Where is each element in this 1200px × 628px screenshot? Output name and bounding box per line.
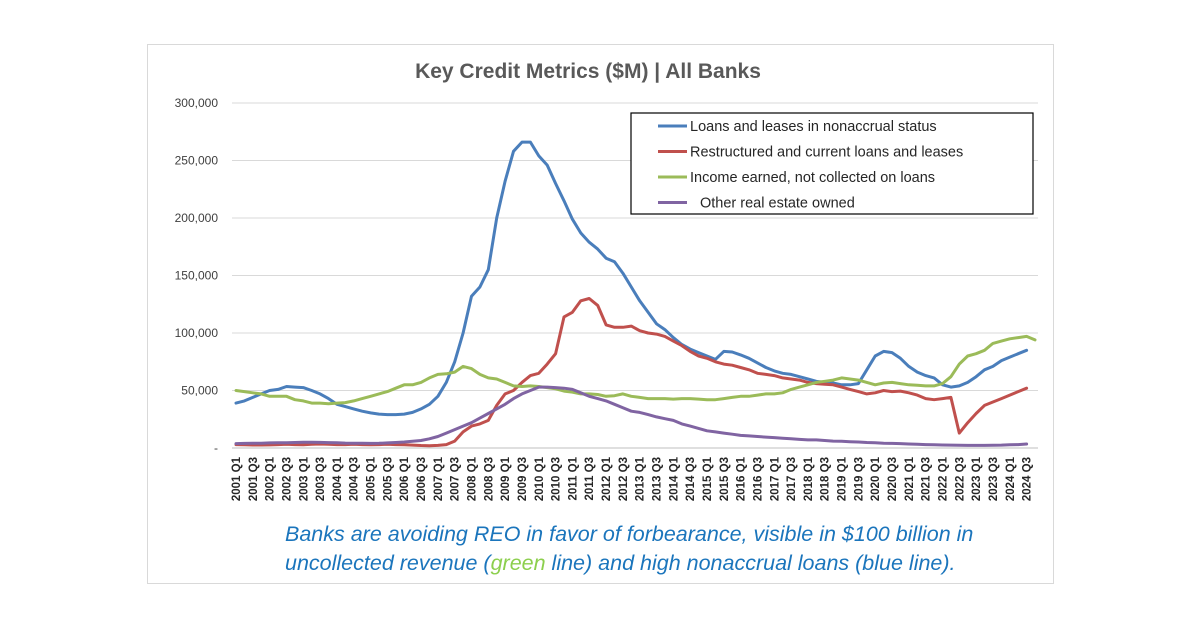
x-tick-label: 2007 Q3 xyxy=(450,457,462,501)
x-tick-label: 2017 Q3 xyxy=(786,457,798,501)
x-tick-label: 2019 Q1 xyxy=(837,456,849,501)
x-tick-label: 2013 Q3 xyxy=(652,457,664,501)
x-tick-label: 2002 Q1 xyxy=(265,456,277,501)
legend-label: Other real estate owned xyxy=(700,196,855,212)
x-tick-label: 2018 Q3 xyxy=(820,457,832,501)
x-tick-label: 2011 Q1 xyxy=(567,456,579,500)
legend-box xyxy=(630,112,1034,215)
x-tick-label: 2006 Q1 xyxy=(399,456,411,501)
x-tick-label: 2020 Q1 xyxy=(870,456,882,501)
x-tick-label: 2005 Q1 xyxy=(366,456,378,501)
x-tick-label: 2024 Q1 xyxy=(1005,456,1017,501)
x-tick-label: 2006 Q3 xyxy=(416,457,428,501)
series-line-2 xyxy=(234,297,1029,448)
caption: Banks are avoiding REO in favor of forbe… xyxy=(285,520,1045,578)
x-tick-label: 2009 Q1 xyxy=(500,456,512,501)
x-tick-label: 2014 Q3 xyxy=(685,457,697,501)
y-tick-label: 150,000 xyxy=(175,269,219,283)
x-tick-label: 2011 Q3 xyxy=(584,457,596,500)
x-axis-ticks: 2001 Q1 2001 Q3 2002 Q1 2002 Q3 2003 Q1 2003 … xyxy=(231,456,1034,501)
x-tick-label: 2023 Q1 xyxy=(971,456,983,501)
x-tick-label: 2018 Q1 xyxy=(803,456,815,501)
y-tick-label: 100,000 xyxy=(175,326,219,340)
x-tick-label: 2005 Q3 xyxy=(382,457,394,501)
x-tick-label: 2012 Q3 xyxy=(618,457,630,501)
y-tick-label: 300,000 xyxy=(175,96,219,110)
legend-label: Loans and leases in nonaccrual status xyxy=(690,119,937,135)
series-line-4 xyxy=(234,385,1029,447)
caption-green-word: green xyxy=(490,551,546,575)
x-tick-label: 2009 Q3 xyxy=(517,457,529,501)
x-tick-label: 2004 Q1 xyxy=(332,456,344,501)
x-tick-label: 2021 Q3 xyxy=(921,457,933,501)
caption-text-1: Banks are avoiding REO in favor of forbe… xyxy=(285,522,974,575)
x-tick-label: 2010 Q3 xyxy=(551,457,563,501)
line-chart: Key Credit Metrics ($M) | All Banks - 50,… xyxy=(175,60,1038,501)
y-axis-ticks: - 50,000 100,000 150,000 200,000 250,000 300,0… xyxy=(175,96,219,455)
x-tick-label: 2022 Q1 xyxy=(937,456,949,501)
x-tick-label: 2015 Q1 xyxy=(702,456,714,501)
x-tick-label: 2008 Q1 xyxy=(466,456,478,501)
x-tick-label: 2010 Q1 xyxy=(534,456,546,501)
series-line-1 xyxy=(234,140,1029,417)
y-tick-label: 200,000 xyxy=(175,211,219,225)
legend-label: Restructured and current loans and lease… xyxy=(690,145,963,161)
x-tick-label: 2016 Q3 xyxy=(752,457,764,501)
x-tick-label: 2013 Q1 xyxy=(635,456,647,501)
x-tick-label: 2012 Q1 xyxy=(601,456,613,501)
x-tick-label: 2015 Q3 xyxy=(719,457,731,501)
x-tick-label: 2021 Q1 xyxy=(904,456,916,501)
x-tick-label: 2022 Q3 xyxy=(954,457,966,501)
x-tick-label: 2020 Q3 xyxy=(887,457,899,501)
x-tick-label: 2019 Q3 xyxy=(853,457,865,501)
legend: Loans and leases in nonaccrual status Res… xyxy=(630,112,1034,215)
x-tick-label: 2017 Q1 xyxy=(769,456,781,501)
x-tick-label: 2001 Q1 xyxy=(231,456,243,501)
x-tick-label: 2014 Q1 xyxy=(668,456,680,501)
x-tick-label: 2003 Q1 xyxy=(298,456,310,501)
series-line-3 xyxy=(234,334,1037,406)
series-lines xyxy=(234,140,1037,448)
y-tick-label: - xyxy=(214,441,218,455)
x-tick-label: 2003 Q3 xyxy=(315,457,327,501)
x-tick-label: 2016 Q1 xyxy=(736,456,748,501)
y-tick-label: 50,000 xyxy=(181,384,218,398)
legend-label: Income earned, not collected on loans xyxy=(690,170,935,186)
x-tick-label: 2024 Q3 xyxy=(1022,457,1034,501)
x-tick-label: 2001 Q3 xyxy=(248,457,260,501)
chart-frame: Key Credit Metrics ($M) | All Banks - 50,… xyxy=(147,44,1054,584)
x-tick-label: 2002 Q3 xyxy=(281,457,293,501)
x-tick-label: 2007 Q1 xyxy=(433,456,445,501)
x-tick-label: 2004 Q3 xyxy=(349,457,361,501)
x-tick-label: 2008 Q3 xyxy=(483,457,495,501)
y-tick-label: 250,000 xyxy=(175,154,219,168)
caption-text-2: line) and high nonaccrual loans (blue li… xyxy=(545,551,956,575)
chart-title: Key Credit Metrics ($M) | All Banks xyxy=(415,60,761,83)
x-tick-label: 2023 Q3 xyxy=(988,457,1000,501)
